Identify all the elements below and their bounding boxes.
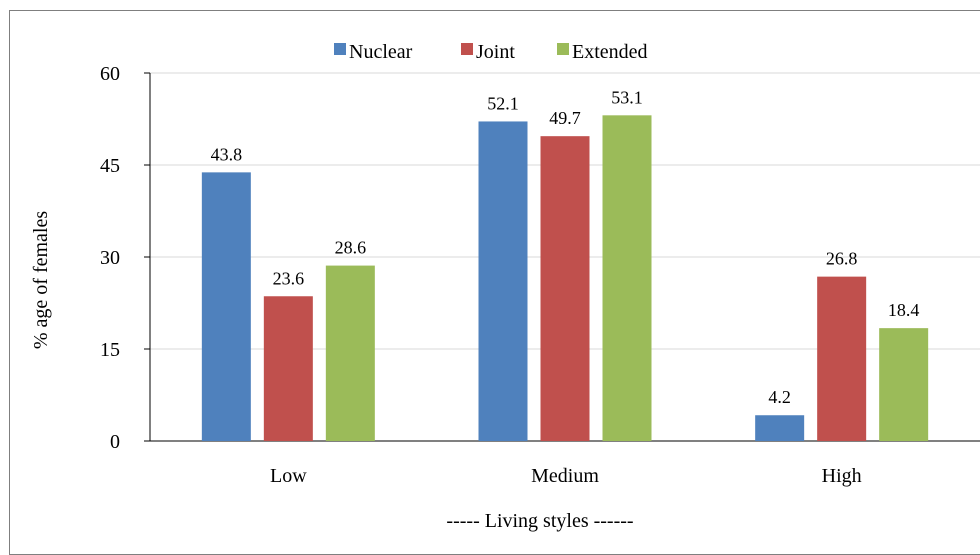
bar-nuclear-high xyxy=(755,415,805,441)
legend-label-nuclear: Nuclear xyxy=(349,41,413,63)
bar-joint-medium xyxy=(540,136,590,441)
bar-nuclear-low xyxy=(201,172,251,442)
bar-extended-medium xyxy=(602,115,652,441)
data-label: 53.1 xyxy=(611,87,643,107)
x-tick-label-high: High xyxy=(822,465,862,487)
x-axis-label: ----- Living styles ------ xyxy=(446,510,633,532)
data-label: 43.8 xyxy=(211,144,243,164)
legend: Nuclear Joint Extended xyxy=(334,41,648,63)
bars xyxy=(201,115,929,442)
y-tick-label: 60 xyxy=(100,63,120,85)
data-label: 4.2 xyxy=(768,387,791,407)
legend-label-extended: Extended xyxy=(572,41,648,63)
data-label: 28.6 xyxy=(335,238,367,258)
data-label: 26.8 xyxy=(826,249,858,269)
bar-nuclear-medium xyxy=(478,121,528,441)
legend-swatch-nuclear xyxy=(334,43,346,55)
y-tick-label: 45 xyxy=(100,155,120,177)
bar-extended-low xyxy=(325,265,375,441)
data-labels: 43.8 23.6 28.6 52.1 49.7 53.1 4.2 26.8 18.4 xyxy=(211,87,920,407)
y-tick-label: 15 xyxy=(100,339,120,361)
data-label: 49.7 xyxy=(549,108,581,128)
y-axis-label: % age of females xyxy=(30,211,52,349)
y-tick-label: 0 xyxy=(110,431,120,453)
legend-label-joint: Joint xyxy=(476,41,515,63)
x-tick-label-medium: Medium xyxy=(531,465,599,487)
data-label: 23.6 xyxy=(273,268,305,288)
bar-joint-high xyxy=(817,276,867,441)
legend-swatch-extended xyxy=(557,43,569,55)
y-tick-label: 30 xyxy=(100,247,120,269)
legend-swatch-joint xyxy=(461,43,473,55)
x-tick-label-low: Low xyxy=(270,465,307,487)
bar-extended-high xyxy=(879,328,929,441)
bar-joint-low xyxy=(263,296,313,441)
data-label: 52.1 xyxy=(487,93,519,113)
data-label: 18.4 xyxy=(888,300,920,320)
